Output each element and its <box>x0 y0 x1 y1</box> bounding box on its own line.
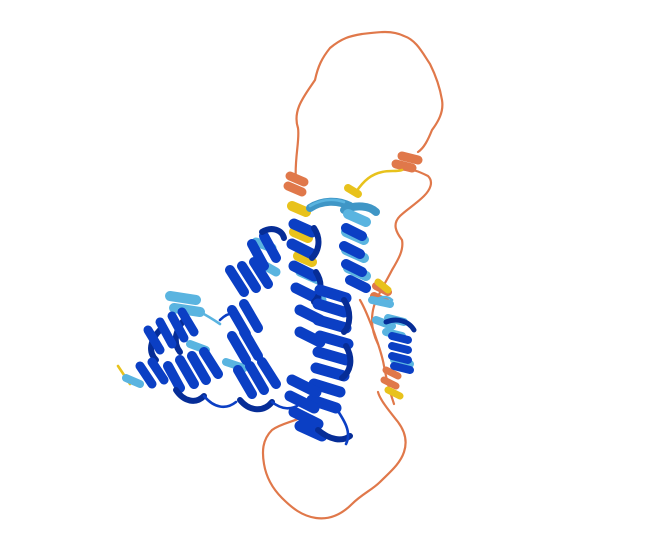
lower-disordered-loop <box>261 390 407 520</box>
light-blue-helix-left <box>122 291 205 388</box>
helix-upper-left <box>225 226 287 297</box>
helix-right-center <box>306 284 354 414</box>
yellow-helix-a <box>287 201 317 267</box>
light-blue-coil-connector <box>198 198 394 326</box>
helix-center-left <box>227 299 281 413</box>
yellow-linker-top <box>354 168 404 194</box>
yellow-segment-right <box>374 278 404 400</box>
helix-left-lower <box>163 347 223 404</box>
upper-disordered-loop <box>294 30 444 184</box>
helix-right-small <box>383 317 417 374</box>
upper-orange-helix <box>283 171 309 197</box>
low-orange-helix <box>380 366 402 390</box>
helix-upper-right-center <box>339 223 371 293</box>
right-orange-helix <box>391 151 423 173</box>
helix-far-left <box>135 307 199 389</box>
high-confidence-helix-group <box>135 198 417 446</box>
blue-coil-connector <box>202 311 350 446</box>
yellow-helix-b <box>344 184 362 198</box>
